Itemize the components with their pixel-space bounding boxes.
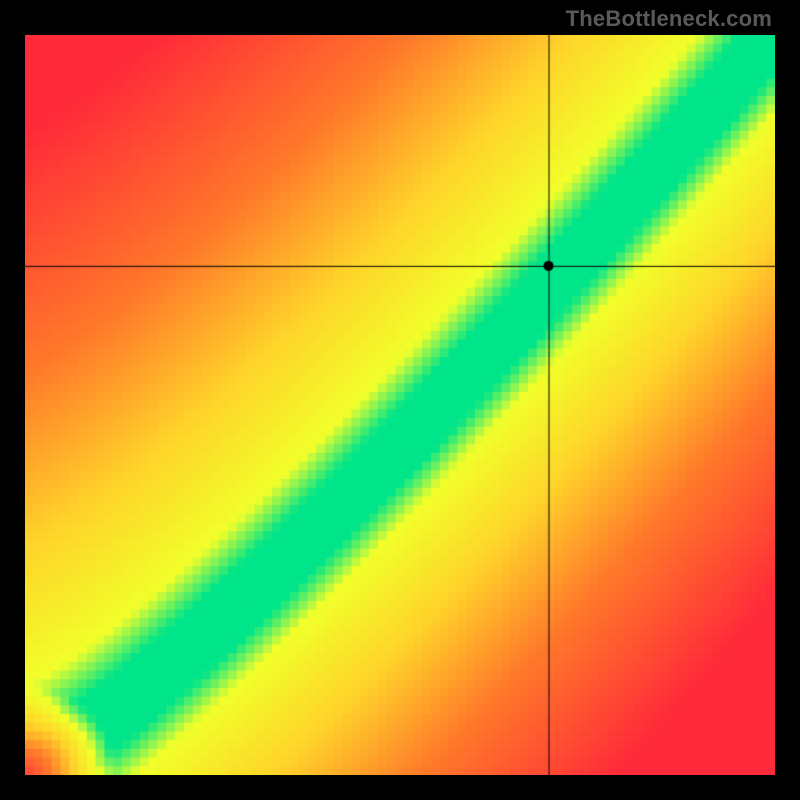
plot-area <box>25 35 775 775</box>
bottleneck-heatmap <box>25 35 775 775</box>
chart-container: TheBottleneck.com <box>0 0 800 800</box>
watermark-text: TheBottleneck.com <box>566 6 772 32</box>
